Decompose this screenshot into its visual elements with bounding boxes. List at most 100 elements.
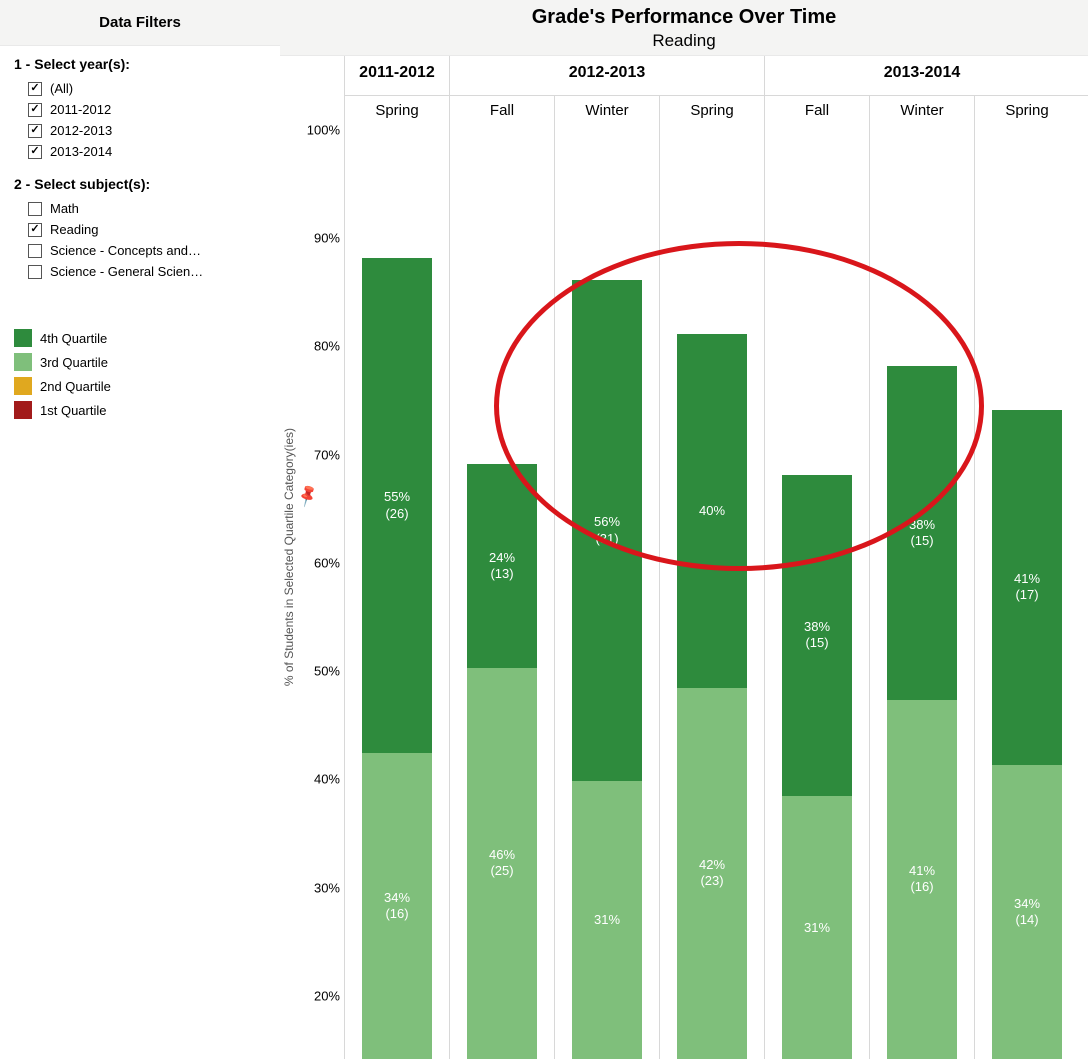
- legend-label: 3rd Quartile: [40, 355, 108, 370]
- filter-item-label: 2011-2012: [50, 102, 111, 117]
- year-filter-item[interactable]: (All): [14, 78, 266, 99]
- legend-label: 2nd Quartile: [40, 379, 111, 394]
- year-header: 2011-2012: [344, 56, 449, 95]
- legend-item: 4th Quartile: [14, 326, 266, 350]
- bar-slot: 55%(26)34%(16): [344, 130, 449, 1059]
- segment-pct-label: 34%: [384, 890, 410, 906]
- segment-count-label: (17): [1015, 587, 1038, 603]
- legend-item: 3rd Quartile: [14, 350, 266, 374]
- year-headers-row: 2011-20122012-20132013-2014: [344, 56, 1088, 96]
- sidebar: Data Filters 1 - Select year(s): (All)20…: [0, 0, 280, 1059]
- bar[interactable]: 56%(31) 31%: [572, 280, 642, 1059]
- bar-segment-q3[interactable]: 34%(14): [992, 765, 1062, 1059]
- bar-segment-q4[interactable]: 38%(15): [782, 475, 852, 797]
- bar-segment-q4[interactable]: 38%(15): [887, 366, 957, 699]
- year-filter-item[interactable]: 2013-2014: [14, 141, 266, 162]
- subject-filter-group: 2 - Select subject(s): Math Reading Scienc…: [0, 176, 280, 296]
- subject-filter-item[interactable]: Science - Concepts and…: [14, 240, 266, 261]
- segment-count-label: (16): [385, 906, 408, 922]
- legend-swatch: [14, 329, 32, 347]
- bar-segment-q3[interactable]: 31%: [782, 796, 852, 1059]
- bar-segment-q3[interactable]: 31%: [572, 781, 642, 1059]
- bar-slot: 40% 42%(23): [659, 130, 764, 1059]
- legend-swatch: [14, 353, 32, 371]
- y-tick-label: 40%: [314, 772, 340, 787]
- segment-count-label: (31): [595, 531, 618, 547]
- bar-segment-q3[interactable]: 34%(16): [362, 753, 432, 1059]
- checkbox-icon[interactable]: [28, 223, 42, 237]
- subject-filter-item[interactable]: Reading: [14, 219, 266, 240]
- bar[interactable]: 41%(17)34%(14): [992, 410, 1062, 1059]
- segment-pct-label: 24%: [489, 550, 515, 566]
- segment-pct-label: 40%: [699, 503, 725, 519]
- segment-count-label: (15): [910, 533, 933, 549]
- segment-pct-label: 42%: [699, 857, 725, 873]
- segment-count-label: (23): [700, 873, 723, 889]
- segment-pct-label: 38%: [909, 517, 935, 533]
- subject-filter-item[interactable]: Science - General Scien…: [14, 261, 266, 282]
- filter-item-label: Reading: [50, 222, 98, 237]
- legend-item: 1st Quartile: [14, 398, 266, 422]
- bar-segment-q3[interactable]: 41%(16): [887, 700, 957, 1059]
- bar-segment-q4[interactable]: 41%(17): [992, 410, 1062, 765]
- segment-count-label: (14): [1015, 912, 1038, 928]
- bar[interactable]: 38%(15)31%: [782, 475, 852, 1059]
- chart-plot: 2011-20122012-20132013-2014 SpringFallWi…: [344, 56, 1088, 1059]
- checkbox-icon[interactable]: [28, 265, 42, 279]
- segment-pct-label: 41%: [1014, 571, 1040, 587]
- checkbox-icon[interactable]: [28, 124, 42, 138]
- segment-pct-label: 46%: [489, 847, 515, 863]
- season-header: Winter: [869, 96, 974, 130]
- checkbox-icon[interactable]: [28, 145, 42, 159]
- year-filter-group: 1 - Select year(s): (All)2011-20122012-2…: [0, 56, 280, 176]
- subject-filter-item[interactable]: Math: [14, 198, 266, 219]
- filter-item-label: (All): [50, 81, 73, 96]
- bar[interactable]: 40% 42%(23): [677, 334, 747, 1059]
- segment-pct-label: 38%: [804, 619, 830, 635]
- checkbox-icon[interactable]: [28, 244, 42, 258]
- y-tick-label: 30%: [314, 880, 340, 895]
- chart-title: Grade's Performance Over Time: [280, 6, 1088, 29]
- checkbox-icon[interactable]: [28, 103, 42, 117]
- bar-slot: 24%(13)46%(25): [449, 130, 554, 1059]
- bar-segment-q4[interactable]: 24%(13): [467, 464, 537, 668]
- segment-pct-label: 56%: [594, 514, 620, 530]
- filter-item-label: 2013-2014: [50, 144, 112, 159]
- legend-swatch: [14, 401, 32, 419]
- y-tick-label: 90%: [314, 231, 340, 246]
- y-tick-label: 100%: [307, 123, 340, 138]
- checkbox-icon[interactable]: [28, 82, 42, 96]
- year-header: 2013-2014: [764, 56, 1079, 95]
- bar-segment-q4[interactable]: 40%: [677, 334, 747, 688]
- chart-subtitle: Reading: [280, 31, 1088, 51]
- segment-count-label: (25): [490, 863, 513, 879]
- bar-segment-q4[interactable]: 56%(31): [572, 280, 642, 782]
- season-header: Fall: [764, 96, 869, 130]
- year-filter-item[interactable]: 2011-2012: [14, 99, 266, 120]
- bar[interactable]: 38%(15)41%(16): [887, 366, 957, 1059]
- bar-slot: 56%(31) 31%: [554, 130, 659, 1059]
- year-filter-item[interactable]: 2012-2013: [14, 120, 266, 141]
- segment-count-label: (16): [910, 879, 933, 895]
- bar[interactable]: 55%(26)34%(16): [362, 258, 432, 1059]
- bar-segment-q3[interactable]: 42%(23): [677, 688, 747, 1059]
- checkbox-icon[interactable]: [28, 202, 42, 216]
- segment-pct-label: 31%: [594, 912, 620, 928]
- bar[interactable]: 24%(13)46%(25): [467, 464, 537, 1059]
- bar-segment-q4[interactable]: 55%(26): [362, 258, 432, 753]
- segment-pct-label: 55%: [384, 489, 410, 505]
- chart-area: Grade's Performance Over Time Reading % …: [280, 0, 1088, 1059]
- season-headers-row: SpringFallWinterSpringFallWinterSpring: [344, 96, 1088, 130]
- y-axis-label: % of Students in Selected Quartile Categ…: [280, 428, 298, 686]
- chart-body: % of Students in Selected Quartile Categ…: [280, 56, 1088, 1059]
- y-tick-label: 70%: [314, 447, 340, 462]
- legend-label: 4th Quartile: [40, 331, 107, 346]
- bar-segment-q3[interactable]: 46%(25): [467, 668, 537, 1059]
- segment-pct-label: 41%: [909, 863, 935, 879]
- segment-count-label: (15): [805, 635, 828, 651]
- segment-count-label: (26): [385, 506, 408, 522]
- season-header: Spring: [659, 96, 764, 130]
- season-header: Winter: [554, 96, 659, 130]
- season-header: Spring: [344, 96, 449, 130]
- subject-filter-title: 2 - Select subject(s):: [14, 176, 266, 192]
